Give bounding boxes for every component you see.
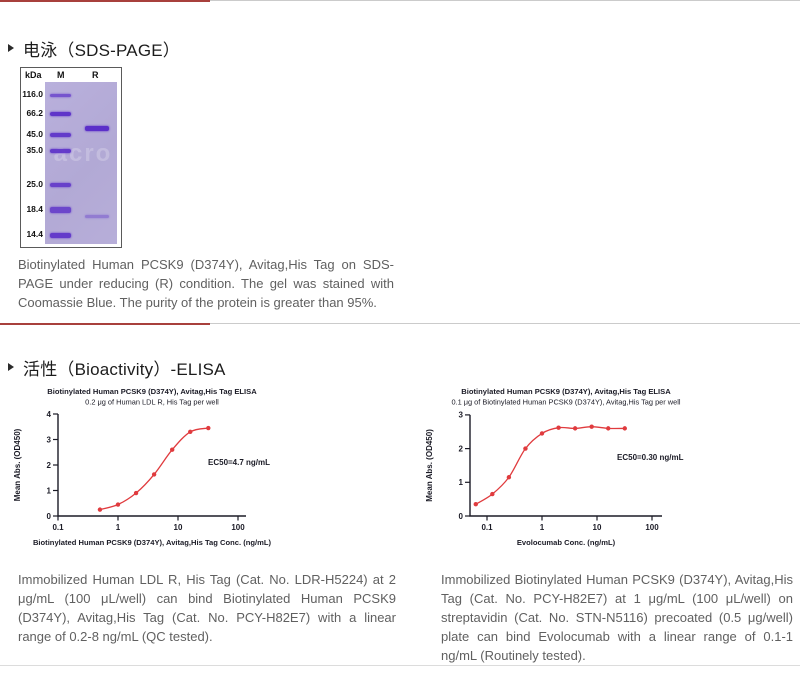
gel-band-marker [50, 183, 71, 187]
svg-text:Mean Abs. (OD450): Mean Abs. (OD450) [13, 428, 22, 501]
svg-text:10: 10 [593, 523, 602, 532]
svg-text:EC50=4.7 ng/mL: EC50=4.7 ng/mL [208, 458, 270, 467]
gel-watermark: acro [53, 140, 113, 167]
elisa-chart-ldlr-binding: Biotinylated Human PCSK9 (D374Y), Avitag… [13, 387, 272, 547]
svg-text:0.1: 0.1 [52, 523, 64, 532]
gel-band-r-faint [85, 215, 109, 218]
svg-text:0.2 μg of Human LDL R, His Tag: 0.2 μg of Human LDL R, His Tag per well [85, 398, 219, 407]
svg-text:0: 0 [47, 512, 52, 521]
section-divider-top [0, 0, 800, 2]
gel-lane-label-r: R [92, 70, 99, 80]
elisa-charts-row: Biotinylated Human PCSK9 (D374Y), Avitag… [0, 384, 800, 556]
gel-band-r-main [85, 126, 109, 131]
section-toggle-icon [8, 363, 14, 371]
section-toggle-icon [8, 44, 14, 52]
section-header-sds-page[interactable]: 电泳（SDS-PAGE） [0, 36, 800, 60]
svg-text:EC50=0.30 ng/mL: EC50=0.30 ng/mL [617, 453, 684, 462]
sds-page-gel-image: kDa M R acro 116.0 66.2 45.0 35.0 25.0 18.4 14… [20, 67, 122, 248]
svg-text:Biotinylated Human PCSK9 (D374: Biotinylated Human PCSK9 (D374Y), Avitag… [33, 538, 272, 547]
elisa-chart-evolocumab-binding: Biotinylated Human PCSK9 (D374Y), Avitag… [425, 387, 684, 547]
svg-text:4: 4 [47, 410, 52, 419]
svg-text:3: 3 [47, 435, 52, 444]
page-bottom-divider [0, 665, 800, 666]
svg-text:0.1 μg of Biotinylated Human P: 0.1 μg of Biotinylated Human PCSK9 (D374… [451, 398, 680, 407]
svg-text:2: 2 [47, 461, 52, 470]
gel-caption: Biotinylated Human PCSK9 (D374Y), Avitag… [18, 257, 394, 310]
gel-band-marker [50, 232, 71, 238]
svg-text:100: 100 [231, 523, 245, 532]
elisa-caption-left: Immobilized Human LDL R, His Tag (Cat. N… [18, 572, 396, 644]
gel-lane-area: acro [45, 82, 117, 244]
gel-band-marker [50, 207, 71, 213]
section-divider-elisa [0, 323, 800, 325]
svg-text:10: 10 [174, 523, 183, 532]
svg-text:Evolocumab Conc. (ng/mL): Evolocumab Conc. (ng/mL) [517, 538, 616, 547]
gel-band-marker [50, 112, 71, 116]
svg-text:1: 1 [47, 486, 52, 495]
elisa-captions-row: Immobilized Human LDL R, His Tag (Cat. N… [0, 570, 800, 665]
svg-text:2: 2 [459, 444, 464, 453]
svg-text:3: 3 [459, 411, 464, 420]
gel-marker-label: 45.0 [26, 129, 43, 139]
svg-text:1: 1 [540, 523, 545, 532]
svg-text:Mean Abs. (OD450): Mean Abs. (OD450) [425, 429, 434, 502]
svg-text:0: 0 [459, 512, 464, 521]
gel-marker-label: 14.4 [26, 229, 43, 239]
gel-band-marker [50, 149, 71, 153]
section-title-sds-page: 电泳（SDS-PAGE） [23, 40, 180, 60]
gel-marker-label: 18.4 [26, 204, 43, 214]
svg-text:1: 1 [459, 478, 464, 487]
svg-text:1: 1 [116, 523, 121, 532]
gel-band-marker [50, 93, 71, 97]
svg-text:Biotinylated Human PCSK9 (D374: Biotinylated Human PCSK9 (D374Y), Avitag… [47, 387, 257, 396]
section-header-bioactivity-elisa[interactable]: 活性（Bioactivity）-ELISA [0, 355, 800, 379]
elisa-caption-right: Immobilized Biotinylated Human PCSK9 (D3… [441, 572, 793, 663]
svg-text:0.1: 0.1 [481, 523, 493, 532]
gel-unit-label: kDa [25, 70, 42, 80]
svg-text:100: 100 [645, 523, 659, 532]
gel-marker-label: 66.2 [26, 108, 43, 118]
svg-text:Biotinylated Human PCSK9 (D374: Biotinylated Human PCSK9 (D374Y), Avitag… [461, 387, 671, 396]
gel-marker-label: 25.0 [26, 179, 43, 189]
gel-band-marker [50, 133, 71, 137]
gel-lane-label-m: M [57, 70, 65, 80]
gel-marker-label: 35.0 [26, 145, 43, 155]
gel-marker-label: 116.0 [22, 89, 43, 99]
section-title-bioactivity-elisa: 活性（Bioactivity）-ELISA [23, 359, 226, 379]
